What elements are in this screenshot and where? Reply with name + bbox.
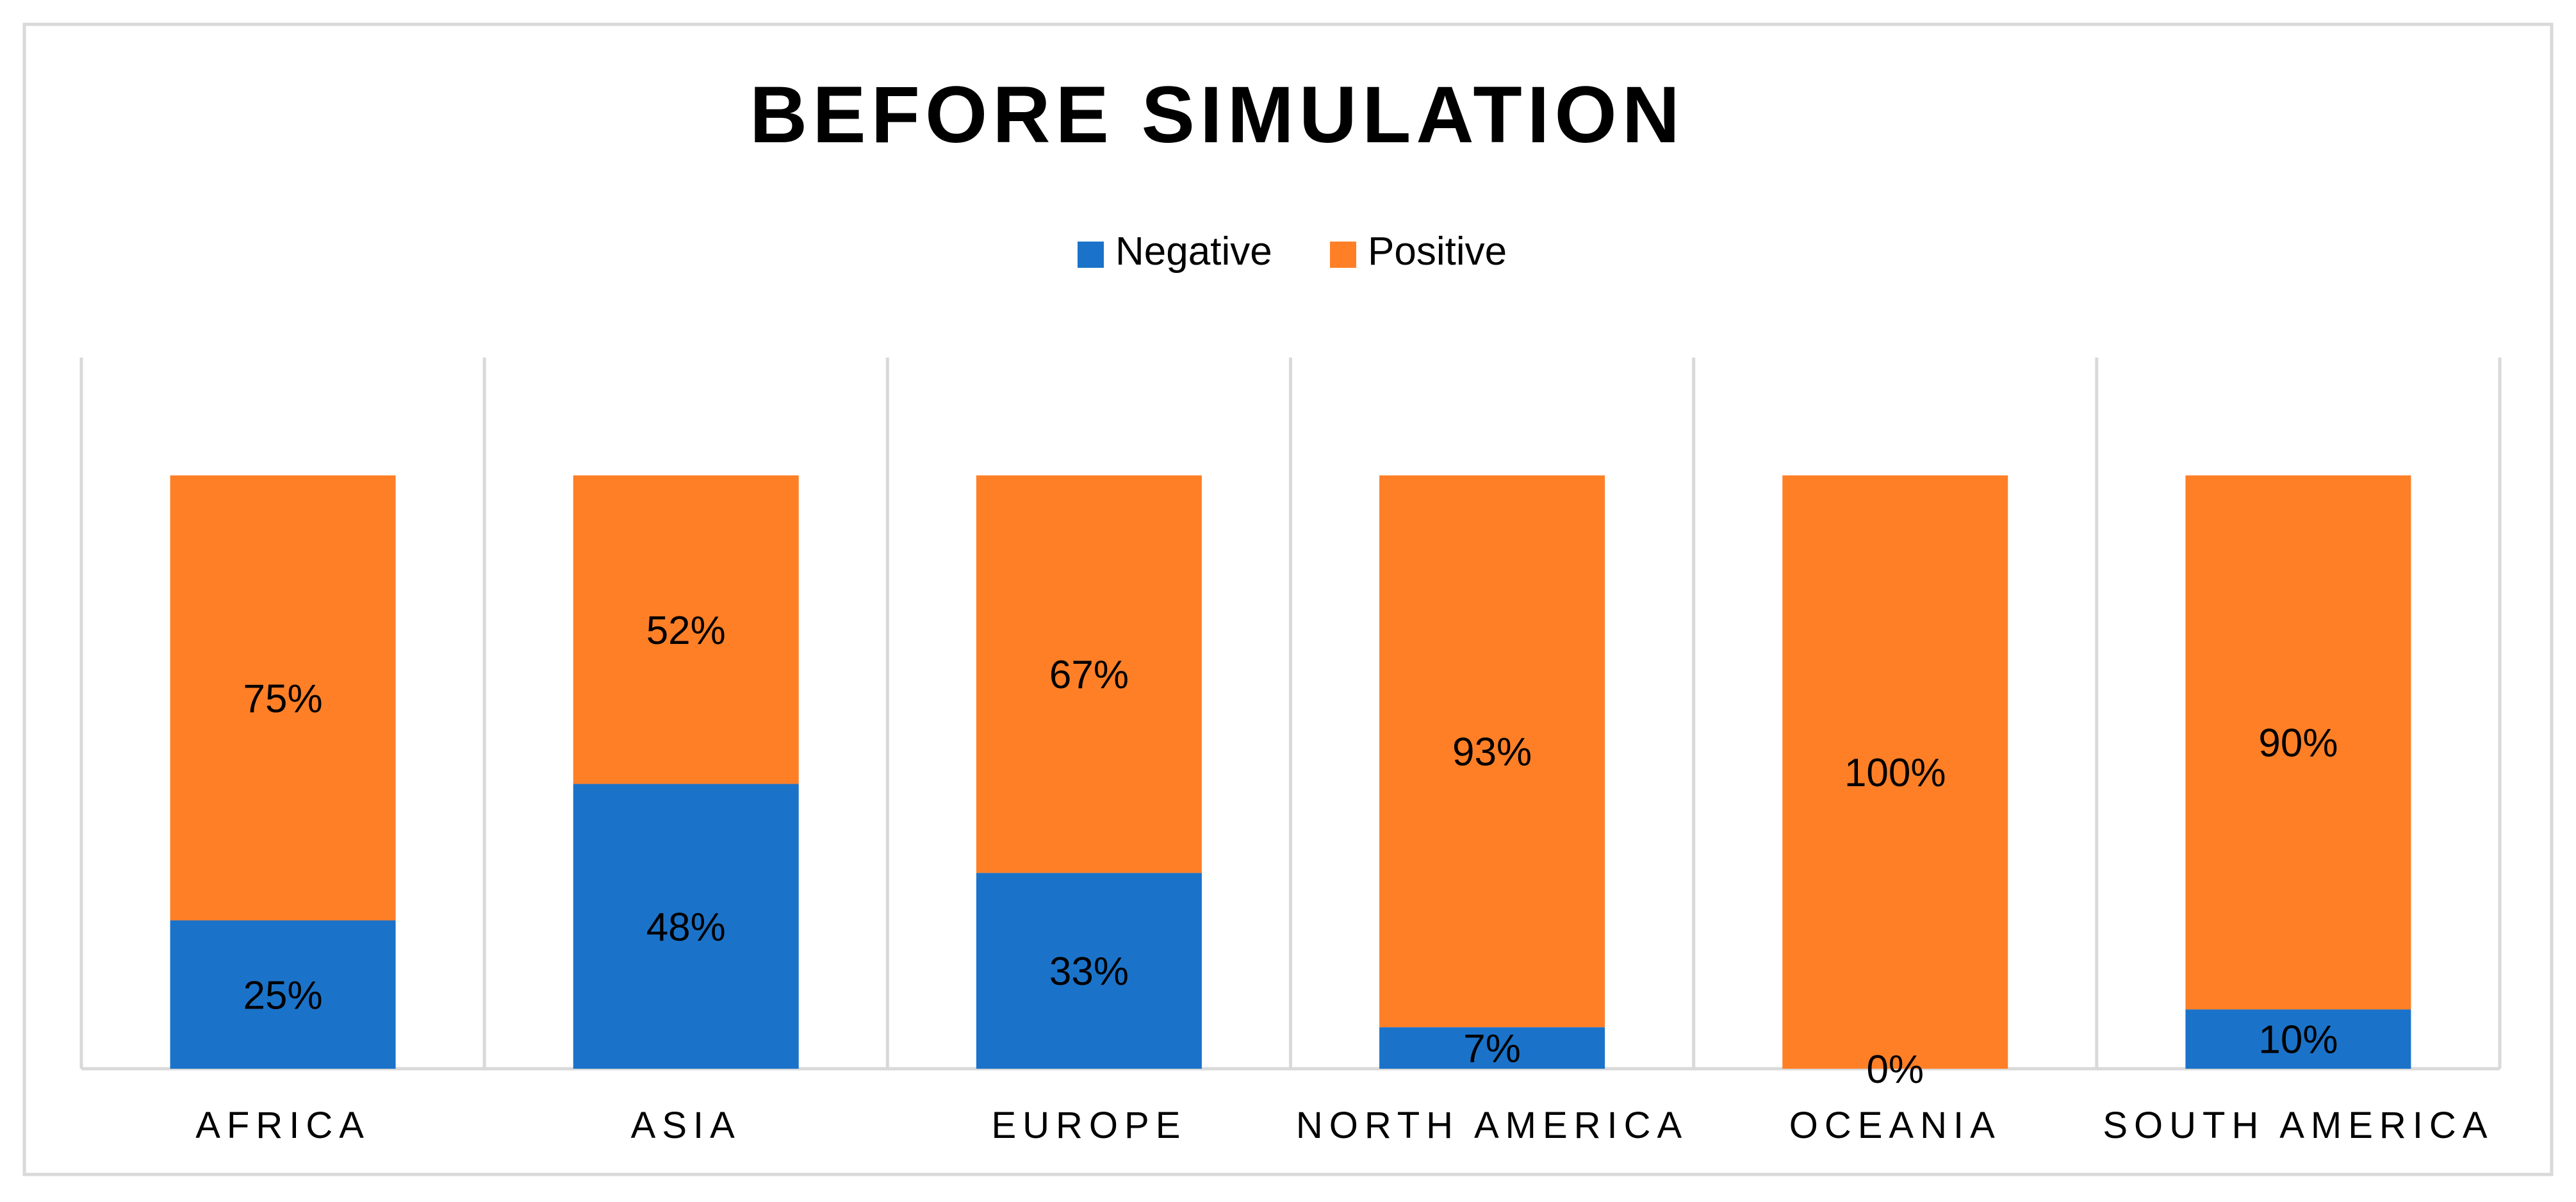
chart-frame [22,22,2554,1176]
data-label-positive-north-america: 93% [1452,730,1532,775]
data-labels: 25% 75% 48% 52% 33% 67% 7% 93% 0% 100% 10% 90% [243,609,2338,1092]
x-tick-label: SOUTH AMERICA [2103,1105,2493,1146]
bar-negative-europe [976,873,1202,1069]
x-tick-label: ASIA [631,1105,741,1146]
bar-negative-south-america [2185,1009,2411,1069]
legend-label-negative: Negative [1115,229,1272,274]
x-tick-label: OCEANIA [1789,1105,2001,1146]
bar-negative-asia [573,784,799,1069]
x-tick-label: EUROPE [991,1105,1186,1146]
legend-swatch-negative [1078,242,1104,268]
data-label-negative-asia: 48% [646,905,726,950]
x-tick-label: AFRICA [195,1105,370,1146]
x-axis: AFRICA ASIA EUROPE NORTH AMERICA OCEANIA SOUT… [195,1105,2493,1146]
bar-negative-africa [170,920,396,1069]
legend-label-positive: Positive [1368,229,1507,274]
chart-title: BEFORE SIMULATION [750,70,1685,160]
data-label-negative-south-america: 10% [2258,1018,2338,1062]
legend-swatch-positive [1330,242,1356,268]
bar-positive-oceania [1782,475,2008,1069]
x-tick-label: NORTH AMERICA [1296,1105,1688,1146]
data-label-positive-oceania: 100% [1844,751,1946,795]
data-label-positive-europe: 67% [1049,653,1129,697]
data-label-positive-south-america: 90% [2258,721,2338,766]
bar-negative-north-america [1379,1027,1605,1069]
bar-positive-north-america [1379,475,1605,1028]
data-label-negative-africa: 25% [243,973,323,1017]
bar-positive-south-america [2185,475,2411,1010]
data-label-positive-africa: 75% [243,677,323,721]
data-label-negative-europe: 33% [1049,950,1129,994]
category-gridlines [79,358,2502,1071]
bar-positive-asia [573,475,799,784]
legend: Negative Positive [1078,229,1507,274]
bar-positive-africa [170,475,396,921]
data-label-negative-oceania: 0% [1866,1048,1924,1092]
data-label-positive-asia: 52% [646,609,726,653]
bars [170,475,2411,1069]
bar-positive-europe [976,475,1202,873]
data-label-negative-north-america: 7% [1463,1027,1521,1071]
